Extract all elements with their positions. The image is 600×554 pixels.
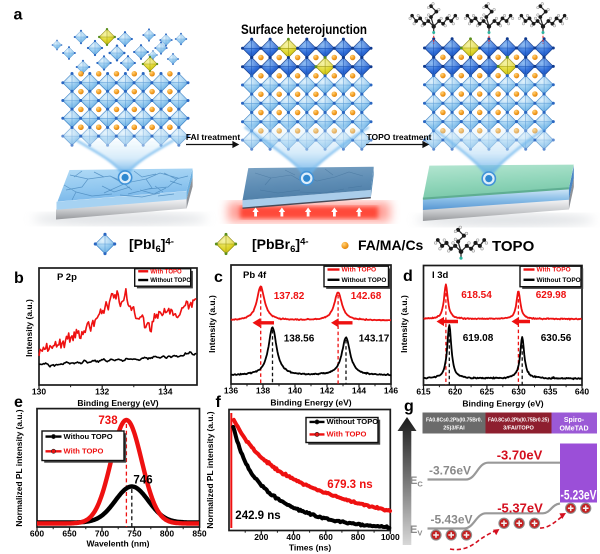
svg-text:25)3/FAI: 25)3/FAI (443, 426, 465, 432)
svg-text:600: 600 (30, 529, 44, 539)
svg-text:640: 640 (575, 387, 589, 397)
svg-text:144: 144 (352, 386, 366, 396)
svg-text:Times (ns): Times (ns) (289, 543, 332, 553)
svg-text:1000: 1000 (381, 532, 400, 542)
svg-text:750: 750 (127, 529, 141, 539)
svg-text:738: 738 (98, 415, 118, 427)
svg-text:800: 800 (160, 529, 174, 539)
svg-text:[PbBr6]4-: [PbBr6]4- (252, 236, 309, 255)
svg-text:I 3d: I 3d (432, 270, 449, 281)
svg-text:Without TOPO: Without TOPO (342, 277, 387, 284)
svg-text:TOPO: TOPO (492, 238, 535, 255)
svg-text:850: 850 (192, 529, 206, 539)
svg-text:FA0.8Cs0.2Pb(I0.75Br0.25): FA0.8Cs0.2Pb(I0.75Br0.25) (488, 418, 549, 424)
svg-text:Without TOPO: Without TOPO (150, 278, 191, 284)
svg-text:629.98: 629.98 (536, 290, 567, 301)
svg-text:Intensity (a.u.): Intensity (a.u.) (24, 299, 34, 357)
svg-text:b: b (14, 270, 24, 287)
svg-text:Pb 4f: Pb 4f (243, 270, 267, 281)
svg-text:625: 625 (480, 387, 494, 397)
svg-text:800: 800 (351, 532, 365, 542)
svg-text:138: 138 (256, 386, 270, 396)
svg-text:142: 142 (320, 386, 334, 396)
svg-text:-5.43eV: -5.43eV (430, 513, 472, 527)
svg-text:EV: EV (410, 524, 422, 538)
svg-text:e: e (14, 394, 23, 411)
svg-text:Without TOPO: Without TOPO (537, 277, 581, 284)
svg-text:630.56: 630.56 (541, 333, 572, 344)
svg-text:P 2p: P 2p (57, 272, 77, 283)
svg-text:EC: EC (410, 475, 423, 489)
svg-text:3/FAI/TOPO: 3/FAI/TOPO (503, 426, 534, 432)
svg-text:g: g (404, 398, 414, 415)
svg-text:Withou TOPO: Withou TOPO (64, 432, 113, 441)
svg-text:With TOPO: With TOPO (327, 430, 367, 439)
svg-text:Binding Energy (eV): Binding Energy (eV) (270, 398, 351, 408)
svg-text:746: 746 (133, 475, 152, 487)
svg-text:630: 630 (512, 387, 526, 397)
svg-text:132: 132 (95, 387, 109, 397)
svg-text:618.54: 618.54 (461, 290, 492, 301)
svg-text:242.9 ns: 242.9 ns (235, 510, 280, 522)
svg-text:With TOPO: With TOPO (342, 267, 377, 274)
svg-text:Surface heterojunction: Surface heterojunction (241, 22, 367, 37)
svg-text:619.08: 619.08 (463, 333, 494, 344)
svg-text:142.68: 142.68 (351, 291, 382, 302)
svg-text:635: 635 (543, 387, 557, 397)
svg-text:a: a (14, 7, 23, 24)
svg-text:Intensity (a.u.): Intensity (a.u.) (207, 295, 217, 353)
svg-text:Without TOPO: Without TOPO (327, 417, 379, 426)
svg-text:138.56: 138.56 (284, 334, 315, 345)
svg-text:620: 620 (448, 387, 462, 397)
svg-text:With TOPO: With TOPO (537, 267, 571, 274)
svg-text:140: 140 (288, 386, 302, 396)
svg-text:137.82: 137.82 (274, 291, 305, 302)
svg-text:600: 600 (319, 532, 333, 542)
svg-text:-3.70eV: -3.70eV (497, 448, 543, 463)
svg-text:With TOPO: With TOPO (64, 447, 104, 456)
svg-text:700: 700 (95, 529, 109, 539)
svg-text:Wavelenth (nm): Wavelenth (nm) (87, 539, 150, 549)
svg-text:Binding Energy (eV): Binding Energy (eV) (462, 399, 543, 409)
svg-text:134: 134 (158, 387, 172, 397)
svg-text:OMeTAD: OMeTAD (559, 426, 588, 433)
svg-text:650: 650 (62, 529, 76, 539)
svg-text:Binding Energy (eV): Binding Energy (eV) (77, 398, 158, 408)
svg-text:143.17: 143.17 (359, 334, 390, 345)
svg-text:f: f (216, 394, 222, 411)
svg-text:[PbI6]4-: [PbI6]4- (129, 236, 174, 255)
svg-text:FA/MA/Cs: FA/MA/Cs (358, 237, 424, 253)
svg-text:Normalized PL intensity (a.u.): Normalized PL intensity (a.u.) (205, 411, 215, 528)
svg-text:146: 146 (384, 386, 398, 396)
svg-text:Intensity (a.u.): Intensity (a.u.) (399, 295, 409, 353)
svg-text:615: 615 (416, 387, 430, 397)
svg-text:TOPO treatment: TOPO treatment (366, 132, 431, 142)
svg-text:FAI treatment: FAI treatment (186, 132, 240, 142)
svg-text:c: c (214, 269, 223, 286)
svg-text:130: 130 (32, 387, 46, 397)
svg-text:679.3 ns: 679.3 ns (327, 479, 372, 491)
svg-text:Spiro-: Spiro- (564, 417, 585, 424)
svg-text:-5.23eV: -5.23eV (561, 488, 597, 503)
svg-text:-3.76eV: -3.76eV (429, 464, 471, 478)
svg-text:-5.37eV: -5.37eV (497, 501, 543, 516)
svg-text:d: d (403, 268, 413, 285)
svg-text:400: 400 (286, 532, 300, 542)
svg-text:FA0.8Cs0.2Pb(I0.75Br0.: FA0.8Cs0.2Pb(I0.75Br0. (426, 418, 482, 424)
svg-text:Normalized PL intensity (a.u.): Normalized PL intensity (a.u.) (14, 409, 24, 526)
svg-text:136: 136 (224, 386, 238, 396)
svg-text:With TOPO: With TOPO (150, 269, 182, 275)
svg-text:200: 200 (254, 532, 268, 542)
